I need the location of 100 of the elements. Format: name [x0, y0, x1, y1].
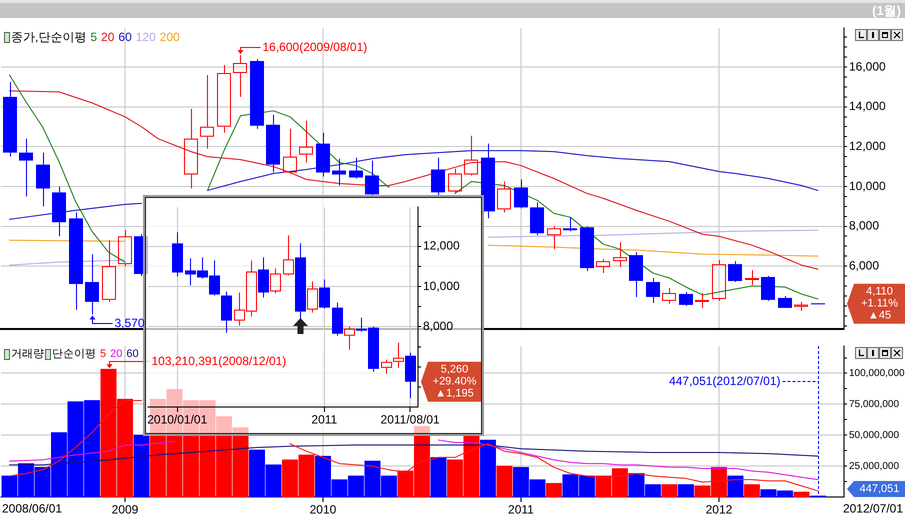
- legend-title: 종가,단순이평: [11, 30, 86, 44]
- x-tick-label: 2011: [311, 412, 338, 427]
- candlestick: [200, 74, 214, 150]
- candlestick: [270, 268, 281, 294]
- y-tick-label: 14,000: [849, 99, 886, 114]
- bar: [727, 476, 744, 498]
- candlestick: [250, 58, 264, 130]
- y-tick-label: 16,000: [849, 59, 886, 74]
- candlestick: [563, 216, 577, 232]
- candlestick: [319, 278, 330, 310]
- candlestick: [3, 81, 17, 158]
- candlestick: [316, 132, 330, 178]
- text: 20: [101, 30, 114, 44]
- text: 5: [100, 347, 106, 361]
- y-tick-label: 75,000,000: [849, 398, 900, 410]
- bar: [480, 440, 496, 498]
- y-tick-label: 10,000: [849, 178, 886, 193]
- candlestick: [221, 291, 232, 334]
- bar: [793, 492, 810, 498]
- candlestick: [448, 168, 462, 194]
- candlestick: [365, 160, 379, 196]
- candlestick: [530, 202, 544, 236]
- candlestick: [629, 252, 643, 298]
- candlestick: [69, 212, 83, 310]
- y-tick-label: 50,000,000: [849, 430, 900, 441]
- y-tick-label: 8,000: [849, 218, 880, 233]
- candlestick: [102, 240, 116, 302]
- candlestick: [184, 108, 198, 189]
- candlestick: [118, 230, 132, 267]
- candlestick: [266, 114, 280, 174]
- text: 4,110 +1.11% ▲45: [861, 286, 898, 322]
- x-tick-label: 2010/01/01: [147, 412, 208, 427]
- candlestick: [794, 301, 808, 312]
- candlestick: [405, 352, 416, 398]
- window-header: (1월): [0, 0, 905, 18]
- bar: [661, 484, 678, 498]
- candlestick: [36, 152, 50, 207]
- annotation: 5,260 +29.40% ▲1,195: [432, 364, 477, 400]
- annotation: 103,210,391(2008/12/01): [152, 354, 286, 368]
- text: 60: [118, 30, 132, 44]
- candlestick: [646, 278, 660, 304]
- candlestick: [283, 128, 297, 174]
- candlestick: [778, 295, 792, 308]
- text: 5: [90, 30, 98, 44]
- candlestick: [52, 186, 66, 237]
- text: 200: [160, 30, 180, 44]
- candlestick: [332, 158, 346, 186]
- bar: [678, 484, 694, 498]
- candlestick: [761, 276, 775, 302]
- candlestick: [344, 326, 355, 350]
- candlestick: [258, 256, 269, 298]
- y-tick-label: 100,000,000: [849, 368, 905, 379]
- y-tick-label: 6,000: [849, 258, 880, 272]
- candlestick: [19, 138, 33, 197]
- y-tick-label: 12,000: [423, 238, 460, 253]
- x-tick-label: 2010: [310, 502, 337, 517]
- candlestick: [349, 157, 363, 179]
- candlestick: [514, 178, 528, 209]
- candlestick: [596, 258, 610, 274]
- candlestick: [283, 234, 294, 276]
- text: 2008/06/01: [2, 501, 62, 516]
- candlestick: [381, 359, 392, 374]
- candlestick: [307, 281, 318, 314]
- candlestick: [497, 180, 511, 213]
- bar: [744, 484, 760, 498]
- annotation: 16,600(2009/08/01): [262, 40, 368, 54]
- x-tick-label: 2011/08/01: [380, 412, 440, 427]
- candlestick: [393, 342, 404, 368]
- x-tick-label: 2009: [112, 502, 139, 517]
- text: 120: [136, 30, 156, 44]
- text: 447,051: [860, 483, 900, 496]
- candlestick: [745, 270, 759, 286]
- y-tick-label: 12,000: [849, 138, 886, 153]
- annotation: 3,570: [114, 316, 145, 330]
- bar: [496, 466, 512, 498]
- text: 20: [110, 347, 122, 361]
- candlestick: [662, 287, 676, 304]
- candlestick: [172, 232, 183, 277]
- candlestick: [679, 291, 693, 306]
- y-tick-label: 25,000,000: [849, 460, 900, 472]
- bar: [134, 434, 150, 498]
- candlestick: [431, 157, 445, 198]
- candlestick: [332, 302, 343, 336]
- y-tick-label: 10,000: [423, 278, 460, 293]
- candlestick: [580, 226, 594, 272]
- candlestick: [728, 260, 742, 283]
- candlestick: [695, 292, 709, 308]
- text: 60: [126, 347, 139, 361]
- ref-line-label: 447,051(2012/07/01): [669, 374, 780, 388]
- candlestick: [481, 143, 495, 219]
- candlestick: [712, 260, 726, 302]
- candlestick: [299, 120, 313, 164]
- candlestick: [547, 226, 561, 250]
- bar: [546, 483, 562, 498]
- candlestick: [613, 242, 627, 268]
- legend-title: 거래량 단순이평: [11, 347, 96, 361]
- text: 2012/07/01: [842, 501, 904, 516]
- x-tick-label: 2012: [706, 502, 733, 517]
- bar: [430, 457, 446, 498]
- x-tick-label: 2011: [508, 502, 534, 517]
